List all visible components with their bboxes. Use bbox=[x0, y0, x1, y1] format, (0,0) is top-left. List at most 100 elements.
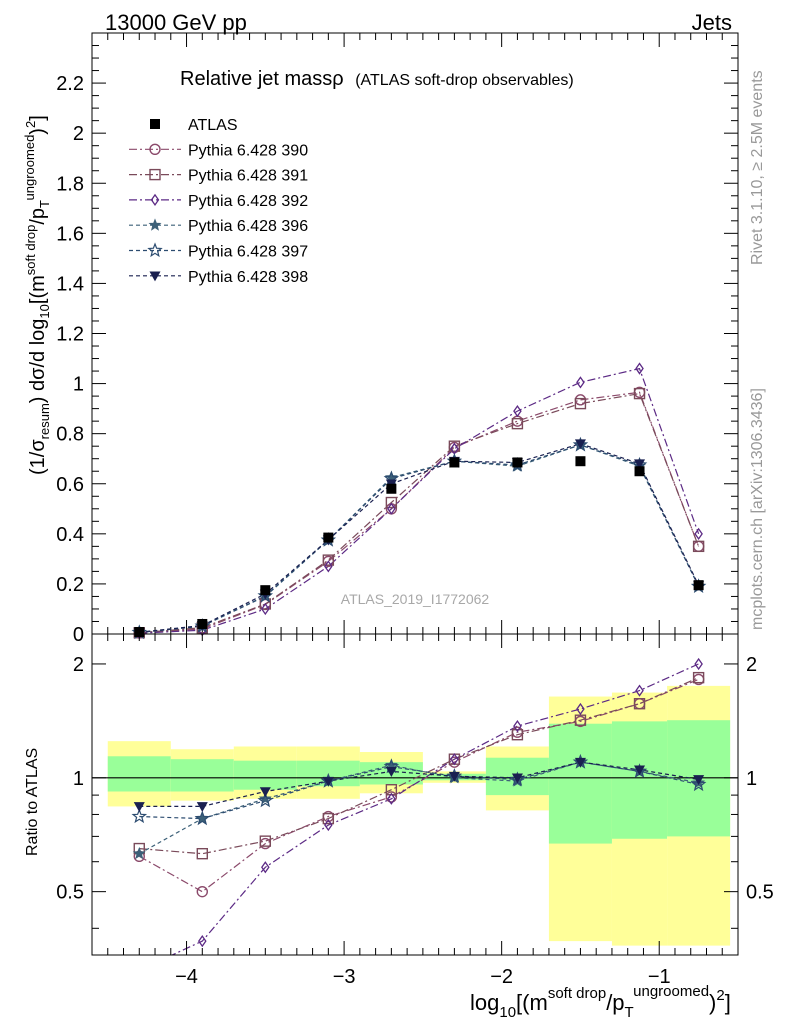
series-line-ratio bbox=[139, 677, 699, 855]
y-tick-label-ratio: 1 bbox=[73, 768, 84, 790]
atlas-point bbox=[197, 618, 208, 629]
series-point-main bbox=[633, 387, 646, 400]
xlabel: log10[(msoft drop/pTungroomed)2] bbox=[470, 983, 731, 1021]
main-panel: 0 0.2 0.4 0.6 0.8 1 1.2 1.4 1.6 1.8 2 2.2 bbox=[56, 32, 739, 646]
series-point-ratio bbox=[511, 729, 524, 741]
y-tick-label-ratio: 0.5 bbox=[56, 882, 84, 904]
x-tick-label: −2 bbox=[490, 966, 513, 988]
series-point-ratio bbox=[448, 771, 460, 782]
legend-marker bbox=[148, 218, 162, 231]
legend-marker bbox=[150, 193, 160, 207]
mcplots-label: mcplots.cern.ch [arXiv:1306.3436] bbox=[749, 388, 766, 630]
series-point-ratio bbox=[694, 657, 703, 671]
series-point-main bbox=[694, 527, 703, 540]
legend: ATLAS Pythia 6.428 390 Pythia 6.428 391 Pyt… bbox=[129, 117, 308, 286]
series-point-ratio bbox=[574, 757, 586, 768]
legend-label: Pythia 6.428 390 bbox=[188, 142, 308, 159]
y-tick-label-main: 1.8 bbox=[56, 173, 84, 195]
series-point-main bbox=[513, 404, 522, 418]
header-left: 13000 GeV pp bbox=[105, 10, 247, 35]
series-point-main bbox=[635, 362, 644, 375]
series-point-ratio bbox=[322, 776, 334, 787]
series-point-main bbox=[574, 439, 586, 450]
legend-marker bbox=[149, 143, 161, 156]
series-point-ratio bbox=[259, 787, 271, 798]
ylabel-main: (1/σresum) dσ/d log10[(msoft drop/pTungr… bbox=[22, 115, 52, 475]
y-tick-label-main: 0.2 bbox=[56, 574, 84, 596]
series-point-main bbox=[448, 440, 461, 452]
x-tick-label: −3 bbox=[333, 966, 356, 988]
series-point-main bbox=[634, 459, 646, 470]
series-line-main bbox=[139, 367, 700, 634]
series-point-ratio bbox=[322, 812, 335, 825]
legend-label: Pythia 6.428 391 bbox=[188, 168, 308, 185]
series-point-ratio bbox=[196, 847, 208, 860]
y-tick-label-ratio-right: 2 bbox=[746, 654, 757, 676]
x-tick-label: −4 bbox=[175, 966, 198, 988]
series-point-main bbox=[511, 417, 524, 430]
y-tick-label-main: 2 bbox=[73, 123, 84, 145]
band-stat bbox=[170, 759, 234, 792]
series-point-ratio bbox=[634, 765, 646, 776]
y-tick-label-main: 1 bbox=[73, 374, 84, 396]
series-point-ratio bbox=[693, 775, 705, 786]
series-point-main bbox=[576, 376, 585, 389]
series-line-ratio bbox=[139, 761, 699, 855]
plot-title-sub: (ATLAS soft-drop observables) bbox=[355, 72, 573, 89]
legend-label: Pythia 6.428 397 bbox=[188, 244, 308, 261]
atlas-point bbox=[634, 466, 645, 477]
series-point-ratio bbox=[576, 702, 585, 716]
series-point-main bbox=[387, 502, 396, 515]
plot-title: Relative jet massρ (ATLAS soft-drop obse… bbox=[180, 68, 574, 90]
legend-marker bbox=[150, 119, 160, 129]
series-line-main bbox=[139, 391, 700, 634]
band-stat bbox=[233, 760, 297, 790]
y-tick-label-main: 1.2 bbox=[56, 324, 84, 346]
atlas-point bbox=[449, 457, 460, 468]
series-point-main bbox=[692, 540, 705, 553]
series-point-ratio bbox=[690, 776, 707, 792]
y-tick-label-ratio-right: 0.5 bbox=[746, 882, 774, 904]
series-point-ratio bbox=[196, 802, 208, 813]
series-line-main bbox=[139, 443, 700, 633]
atlas-point bbox=[575, 456, 586, 467]
series-point-ratio bbox=[131, 808, 148, 824]
series-point-ratio bbox=[387, 792, 396, 805]
series-point-ratio bbox=[513, 719, 522, 733]
series-point-ratio bbox=[635, 684, 644, 697]
series-point-main bbox=[261, 602, 270, 616]
series-point-ratio bbox=[197, 934, 207, 948]
series-line-ratio bbox=[170, 663, 699, 955]
y-tick-label-main: 1.6 bbox=[56, 223, 84, 245]
ratio-frame bbox=[91, 633, 739, 956]
series-point-main bbox=[574, 397, 587, 410]
series-point-main bbox=[385, 496, 398, 509]
y-tick-label-ratio-right: 1 bbox=[746, 768, 757, 790]
atlas-point bbox=[512, 457, 523, 468]
watermark: ATLAS_2019_I1772062 bbox=[341, 591, 490, 607]
series-point-ratio bbox=[194, 810, 211, 826]
series-point-main bbox=[324, 560, 333, 573]
y-tick-label-main: 0 bbox=[73, 624, 84, 646]
legend-label: ATLAS bbox=[188, 117, 238, 134]
legend-marker bbox=[149, 168, 161, 181]
series-point-ratio bbox=[692, 671, 705, 684]
series-point-ratio bbox=[450, 753, 459, 766]
y-tick-label-ratio: 2 bbox=[73, 654, 84, 676]
band-stat bbox=[548, 723, 612, 844]
atlas-point bbox=[693, 580, 704, 591]
ylabel-ratio: Ratio to ATLAS bbox=[24, 748, 41, 856]
atlas-point bbox=[323, 532, 334, 543]
y-tick-label-main: 0.4 bbox=[56, 524, 84, 546]
series-line-ratio bbox=[139, 761, 699, 808]
series-point-ratio bbox=[133, 802, 145, 813]
atlas-point bbox=[386, 483, 397, 494]
header-right: Jets bbox=[692, 10, 732, 35]
legend-label: Pythia 6.428 398 bbox=[188, 269, 308, 286]
series-point-ratio bbox=[511, 773, 523, 784]
x-tick-label: −1 bbox=[648, 966, 671, 988]
series-point-ratio bbox=[324, 818, 333, 832]
series-point-main bbox=[511, 415, 524, 427]
legend-marker bbox=[147, 242, 163, 258]
